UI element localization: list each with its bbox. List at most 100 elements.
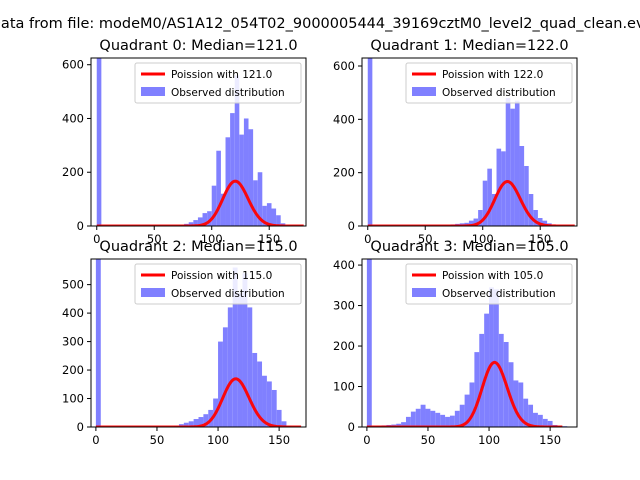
histogram-bar [518,382,524,427]
histogram-bar [183,422,189,427]
histogram-bar [474,352,480,427]
histogram-bar [469,382,475,427]
y-tick-label: 200 [333,166,355,180]
histogram-bar [271,208,277,226]
figure-suptitle: Data from file: modeM0/AS1A12_054T02_900… [0,16,640,32]
histogram-bar [262,205,267,226]
plot-area [366,259,568,427]
histogram-bar [237,293,243,427]
histogram-bar [533,412,538,427]
plot-area [367,58,576,226]
poisson-curve [367,180,576,226]
histogram-bar [220,193,226,226]
y-tick-label: 100 [333,380,355,394]
histogram-bar [542,418,548,427]
y-tick-label: 400 [62,111,84,125]
panel-quadrant-0: Quadrant 0: Median=121.0 0 50 100 150 0 200 400… [62,38,307,246]
y-tick-label: 300 [62,335,84,349]
histogram-bar [547,420,553,427]
legend-box [134,62,302,104]
histogram-bar [440,414,446,427]
histogram-bar [528,404,534,427]
histogram-bar [445,416,450,427]
axes-frame [361,57,578,227]
y-tick-label: 0 [77,219,84,233]
y-tick-label: 0 [77,420,84,434]
histogram-bar [281,421,287,427]
histogram-bar [533,210,538,226]
x-tick-label: 150 [539,433,561,447]
y-tick-label: 200 [62,363,84,377]
histogram-bar [367,58,373,226]
legend: Poission with 121.0 Observed distribution [134,62,302,104]
y-tick-label: 600 [62,58,84,72]
histogram-bar [95,259,101,427]
histogram-bar [487,168,492,226]
histogram-bar [501,151,506,226]
y-tick-label: 600 [333,59,355,73]
histogram-bar [218,341,223,427]
legend-label-poisson: Poission with 105.0 [442,270,543,282]
histogram-bar [468,220,474,226]
x-tick-label: 50 [147,232,162,246]
plot-area [96,58,305,226]
x-tick-label: 50 [418,232,433,246]
legend-label-poisson: Poission with 115.0 [171,270,272,282]
histogram-bar [207,211,212,226]
histogram-bar [496,148,502,226]
histogram-bar [537,218,543,226]
histogram-bar [473,218,479,226]
histogram-bar [271,389,277,427]
histogram-bar [203,414,209,427]
histogram-bar [542,220,548,226]
histogram-bar [257,172,263,226]
histogram-bar [478,210,483,226]
histogram-bar [266,203,272,226]
histogram-bar [211,185,217,226]
panel-quadrant-1: Quadrant 1: Median=122.0 0 50 100 150 0 200 400… [333,38,578,246]
histogram-bar [491,194,497,226]
histogram-bar [188,222,194,226]
legend-label-poisson: Poission with 121.0 [171,69,272,81]
histogram-bar [230,113,235,226]
y-tick-label: 300 [333,299,355,313]
histogram-bar [430,410,436,427]
histogram-bar [524,166,529,226]
legend-label-poisson: Poission with 122.0 [442,69,543,81]
legend-box [405,62,573,104]
panel-title: Quadrant 2: Median=115.0 [99,239,297,255]
panel-title: Quadrant 3: Median=105.0 [370,239,568,255]
histogram-bar [222,327,228,427]
panel-quadrant-3: Quadrant 3: Median=105.0 0 50 100 150 0 100 200… [333,239,578,447]
legend-patch-swatch [412,288,436,297]
plot-area [95,259,302,427]
histogram-bar [498,333,504,427]
legend-patch-swatch [412,87,436,96]
histogram-bar [248,129,254,226]
x-tick-label: 100 [478,433,500,447]
legend-box [134,263,302,305]
histogram-bar [202,213,208,226]
histogram-bar [193,419,199,427]
x-tick-label: 150 [529,232,551,246]
y-tick-label: 500 [62,278,84,292]
histogram-bar [198,417,204,427]
histogram-bar [232,267,238,427]
x-tick-label: 150 [258,232,280,246]
histogram-bar [482,180,488,226]
histogram-bar [519,146,525,226]
x-tick-label: 0 [92,433,99,447]
histogram-bar [514,100,520,226]
histogram-bar [188,421,194,427]
poisson-curve [366,360,563,427]
x-tick-label: 0 [364,232,371,246]
legend-label-observed: Observed distribution [442,87,556,99]
legend-label-observed: Observed distribution [171,87,285,99]
histogram-bar [227,307,233,427]
legend-label-observed: Observed distribution [442,288,556,300]
legend-patch-swatch [141,87,165,96]
histogram-bar [479,333,485,427]
histogram-bar [489,287,494,427]
histogram-bar [276,409,282,427]
histogram-bar [505,98,511,226]
